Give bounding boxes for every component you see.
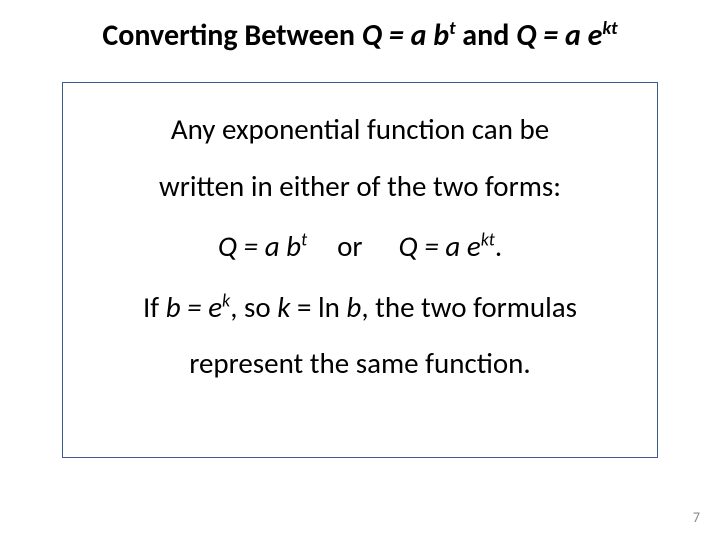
- l3-b2: b: [346, 289, 361, 325]
- f2-exp: kt: [481, 228, 495, 250]
- l3a: If: [143, 289, 166, 325]
- f2-Q: Q: [399, 228, 418, 264]
- l3-e: e: [208, 289, 222, 325]
- body-line4: represent the same function.: [189, 345, 530, 381]
- l3-exp: k: [222, 289, 230, 311]
- title-eq1-a: a: [411, 17, 427, 54]
- title-eq2-a: a: [565, 17, 581, 54]
- f1-b: b: [286, 228, 301, 264]
- title-eq1-Q: Q: [362, 17, 382, 54]
- title-eq2-e: e: [588, 17, 603, 54]
- title-eq1-eq: =: [382, 17, 411, 54]
- title-lead: Converting Between: [102, 17, 361, 54]
- body-formulas: Q = a bt or Q = a ekt.: [91, 218, 629, 275]
- or-label: or: [337, 228, 362, 264]
- f1-a: a: [265, 228, 280, 264]
- l3-b: b: [166, 289, 181, 325]
- body-line2: written in either of the two forms:: [159, 168, 561, 204]
- body-para2: If b = ek, so k = ln b, the two formulas…: [91, 279, 629, 392]
- body-line1: Any exponential function can be: [171, 111, 549, 147]
- title-eq1-b: b: [433, 17, 449, 54]
- f1-eq: =: [237, 228, 265, 264]
- f2-period: .: [495, 228, 502, 264]
- content-box: Any exponential function can be written …: [62, 82, 658, 458]
- f2-eq: =: [418, 228, 446, 264]
- f2-e: e: [467, 228, 481, 264]
- title-eq2-Q: Q: [516, 17, 536, 54]
- l3-k: k: [277, 289, 290, 325]
- body-para1: Any exponential function can be written …: [91, 101, 629, 214]
- slide-title: Converting Between Q = a bt and Q = a ek…: [0, 18, 720, 54]
- l3-mid: , so: [230, 289, 277, 325]
- f1-Q: Q: [218, 228, 237, 264]
- title-eq2-exp: kt: [602, 16, 617, 39]
- f2-a: a: [445, 228, 460, 264]
- l3-eq2: = ln: [290, 289, 346, 325]
- slide: Converting Between Q = a bt and Q = a ek…: [0, 0, 720, 540]
- title-eq2-eq: =: [536, 17, 565, 54]
- l3-eq1: =: [181, 289, 209, 325]
- page-number: 7: [693, 509, 700, 526]
- f1-exp: t: [301, 228, 307, 250]
- l3-end: , the two formulas: [361, 289, 577, 325]
- title-mid: and: [456, 17, 517, 54]
- title-eq2-sp: [581, 17, 588, 54]
